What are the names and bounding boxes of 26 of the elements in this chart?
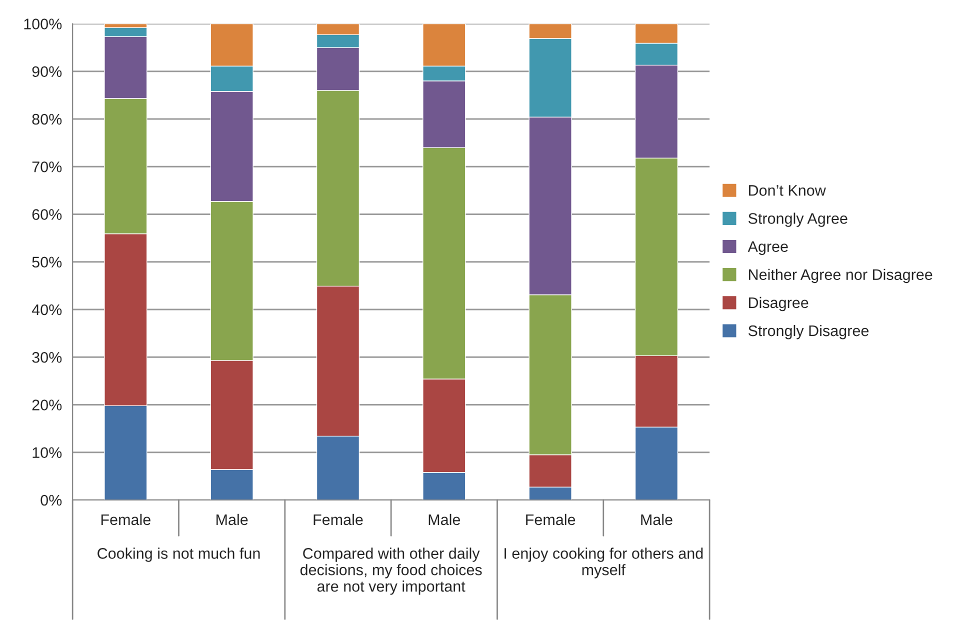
text: Compared with other daily decisions, my food choices are not very important (300, 548, 482, 595)
x-tick-label: Male (428, 514, 460, 526)
legend-label: Strongly Disagree (748, 324, 869, 340)
y-tick-label: 30% (32, 352, 62, 363)
x-tick-label: Male (641, 514, 672, 526)
y-tick-label: 80% (32, 114, 62, 125)
text: I enjoy cooking for others and myself (504, 548, 703, 578)
y-tick-label: 50% (32, 256, 62, 268)
legend-label: Strongly Agree (748, 212, 848, 227)
y-tick-label: 0% (40, 494, 62, 506)
y-tick-label: 100% (24, 18, 62, 30)
legend-label: Neither Agree nor Disagree (749, 268, 932, 284)
y-tick-label: 40% (32, 304, 62, 316)
y-tick-label: 70% (32, 161, 62, 172)
legend-label: Agree (748, 241, 788, 255)
y-tick-label: 90% (32, 66, 62, 78)
y-tick-label: 60% (32, 209, 62, 220)
x-tick-label: Male (216, 514, 248, 526)
y-tick-label: 20% (32, 400, 62, 410)
legend-label: Don’t Know (749, 185, 826, 196)
x-tick-label: Female (314, 514, 363, 526)
y-tick-label: 10% (32, 447, 62, 458)
x-tick-label: Female (526, 514, 576, 526)
x-tick-label: Female (101, 514, 150, 526)
text: Cooking is not much fun (98, 548, 260, 562)
legend-label: Disagree (749, 296, 808, 312)
